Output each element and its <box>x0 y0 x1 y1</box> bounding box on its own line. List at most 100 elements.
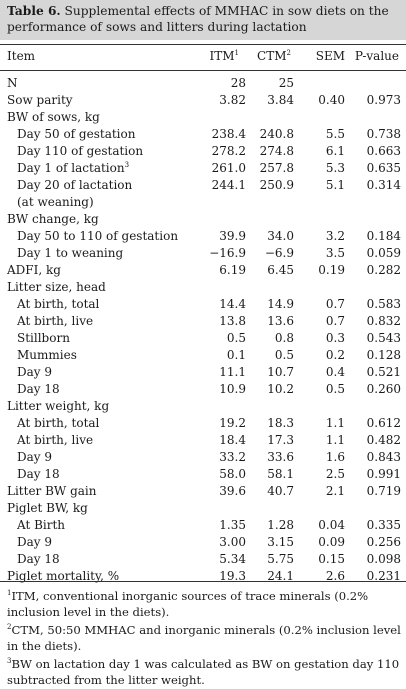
row-label: At birth, live <box>17 433 94 447</box>
itm-value: 3.82 <box>219 93 246 107</box>
itm-value: −16.9 <box>209 246 246 260</box>
ctm-value: −6.9 <box>264 246 294 260</box>
row-label: Piglet BW, kg <box>7 501 88 515</box>
table-row: Day 9 3.00 3.15 0.09 0.256 <box>0 534 406 551</box>
table-row: Day 50 of gestation 238.4 240.8 5.5 0.738 <box>0 126 406 143</box>
sem-value: 1.1 <box>325 416 345 430</box>
itm-value: 14.4 <box>219 297 246 311</box>
row-label: Day 9 <box>17 450 53 464</box>
table-row: N 28 25 <box>0 75 406 92</box>
row-label: Sow parity <box>7 93 73 107</box>
itm-value: 0.5 <box>226 331 246 345</box>
p-value: 0.612 <box>366 416 401 430</box>
sem-value: 0.19 <box>318 263 345 277</box>
footnote-text: ITM, conventional inorganic sources of t… <box>7 589 369 619</box>
row-label: Day 1 of lactation <box>17 161 125 175</box>
itm-value: 1.35 <box>219 518 246 532</box>
table-row: Day 1 to weaning −16.9 −6.9 3.5 0.059 <box>0 245 406 262</box>
row-label-with-mark: Day 1 of lactation3 <box>17 160 129 177</box>
itm-value: 39.6 <box>219 484 246 498</box>
footnote-number: 3 <box>7 657 12 666</box>
table-row: Litter weight, kg <box>0 398 406 415</box>
sem-value: 0.3 <box>325 331 345 345</box>
table-row: BW of sows, kg <box>0 109 406 126</box>
p-value: 0.314 <box>366 178 401 192</box>
table-row: ADFI, kg 6.19 6.45 0.19 0.282 <box>0 262 406 279</box>
p-value: 0.543 <box>366 331 401 345</box>
ctm-value: 40.7 <box>267 484 294 498</box>
sem-value: 0.15 <box>318 552 345 566</box>
table-row: Day 1 of lactation3 261.0 257.8 5.3 0.635 <box>0 160 406 177</box>
sem-value: 3.5 <box>325 246 345 260</box>
itm-value: 19.3 <box>219 569 246 583</box>
row-label: At birth, total <box>17 416 100 430</box>
itm-value: 19.2 <box>219 416 246 430</box>
p-value: 0.231 <box>366 569 401 583</box>
row-label: Mummies <box>17 348 77 362</box>
table-caption: Table 6. Supplemental effects of MMHAC i… <box>0 0 406 40</box>
p-value: 0.184 <box>366 229 401 243</box>
itm-value: 11.1 <box>219 365 246 379</box>
ctm-value: 13.6 <box>267 314 294 328</box>
itm-value: 28 <box>230 76 246 90</box>
bottom-rule <box>0 581 406 582</box>
footnote-number: 2 <box>7 623 12 632</box>
ctm-value: 0.8 <box>274 331 294 345</box>
header-itm: ITM1 <box>209 49 240 63</box>
itm-value: 278.2 <box>211 144 246 158</box>
row-label: At Birth <box>17 518 66 532</box>
p-value: 0.663 <box>366 144 401 158</box>
caption-text: Supplemental effects of MMHAC in sow die… <box>7 4 389 34</box>
footnote-mark: 3 <box>124 161 130 169</box>
sem-value: 0.04 <box>318 518 345 532</box>
sem-value: 5.3 <box>325 161 345 175</box>
p-value: 0.832 <box>366 314 401 328</box>
itm-value: 18.4 <box>219 433 246 447</box>
row-label: Piglet mortality, % <box>7 569 120 583</box>
ctm-value: 10.7 <box>267 365 294 379</box>
row-label: Day 1 to weaning <box>17 246 124 260</box>
table-row: Sow parity 3.82 3.84 0.40 0.973 <box>0 92 406 109</box>
ctm-value: 257.8 <box>259 161 294 175</box>
row-label: Litter size, head <box>7 280 106 294</box>
table-row: At birth, live 18.4 17.3 1.1 0.482 <box>0 432 406 449</box>
footnote-number: 1 <box>7 589 12 598</box>
row-label: N <box>7 76 18 90</box>
sem-value: 0.7 <box>325 314 345 328</box>
sem-value: 1.6 <box>325 450 345 464</box>
row-label: Litter BW gain <box>7 484 97 498</box>
table-row: Day 9 33.2 33.6 1.6 0.843 <box>0 449 406 466</box>
table-row: (at weaning) <box>0 194 406 211</box>
header-rule <box>0 70 406 71</box>
table-header: Item ITM1 CTM2 SEM P-value <box>0 49 406 67</box>
ctm-value: 3.15 <box>267 535 294 549</box>
header-item: Item <box>7 49 36 63</box>
table-row: Piglet mortality, % 19.3 24.1 2.6 0.231 <box>0 568 406 585</box>
sem-value: 3.2 <box>325 229 345 243</box>
itm-value: 261.0 <box>211 161 246 175</box>
p-value: 0.991 <box>366 467 401 481</box>
ctm-value: 274.8 <box>259 144 294 158</box>
footnote-text: CTM, 50:50 MMHAC and inorganic minerals … <box>7 623 401 653</box>
sem-value: 1.1 <box>325 433 345 447</box>
ctm-value: 14.9 <box>267 297 294 311</box>
ctm-value: 0.5 <box>274 348 294 362</box>
sem-value: 2.6 <box>325 569 345 583</box>
ctm-value: 1.28 <box>267 518 294 532</box>
ctm-value: 33.6 <box>267 450 294 464</box>
row-label: BW change, kg <box>7 212 99 226</box>
p-value: 0.482 <box>366 433 401 447</box>
itm-value: 58.0 <box>219 467 246 481</box>
row-label: At birth, total <box>17 297 100 311</box>
ctm-value: 250.9 <box>259 178 294 192</box>
row-label: Day 50 to 110 of gestation <box>17 229 179 243</box>
p-value: 0.521 <box>366 365 401 379</box>
p-value: 0.059 <box>366 246 401 260</box>
itm-value: 5.34 <box>219 552 246 566</box>
sem-value: 0.40 <box>318 93 345 107</box>
itm-value: 39.9 <box>219 229 246 243</box>
table-row: At Birth 1.35 1.28 0.04 0.335 <box>0 517 406 534</box>
ctm-value: 17.3 <box>267 433 294 447</box>
row-label: ADFI, kg <box>7 263 61 277</box>
